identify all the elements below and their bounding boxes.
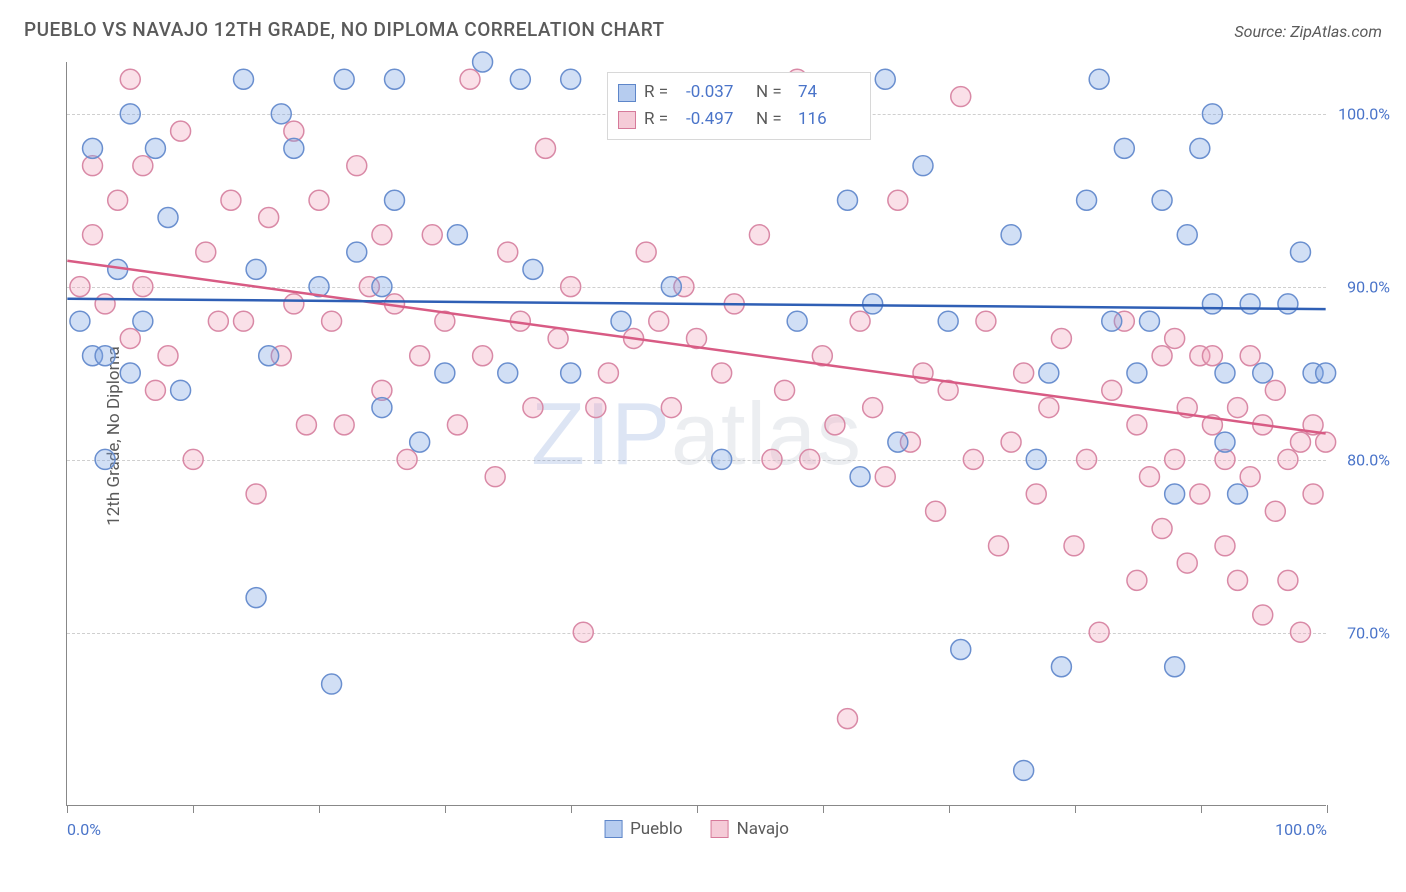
stats-row: R = -0.037 N = 74 bbox=[618, 79, 860, 106]
legend-label: Pueblo bbox=[630, 819, 683, 839]
legend-swatch bbox=[604, 820, 622, 838]
x-tick bbox=[445, 805, 446, 813]
x-tick-label: 0.0% bbox=[67, 820, 101, 839]
plot-area: ZIPatlas 70.0%80.0%90.0%100.0% 0.0%100.0… bbox=[66, 62, 1326, 806]
y-tick-label: 70.0% bbox=[1347, 623, 1390, 642]
legend-swatch bbox=[618, 111, 636, 129]
y-tick-label: 90.0% bbox=[1347, 277, 1390, 296]
stat-value: 116 bbox=[798, 106, 860, 133]
y-tick-label: 100.0% bbox=[1338, 104, 1390, 123]
legend-item: Pueblo bbox=[604, 819, 683, 839]
x-tick bbox=[1201, 805, 1202, 813]
regression-line bbox=[67, 299, 1325, 309]
x-tick-label: 100.0% bbox=[1275, 820, 1327, 839]
x-tick bbox=[193, 805, 194, 813]
x-tick bbox=[319, 805, 320, 813]
regression-lines bbox=[67, 62, 1326, 805]
stat-label: R = bbox=[644, 106, 678, 133]
x-tick bbox=[823, 805, 824, 813]
chart-title: PUEBLO VS NAVAJO 12TH GRADE, NO DIPLOMA … bbox=[24, 18, 665, 41]
stat-value: -0.037 bbox=[686, 79, 748, 106]
source-label: Source: ZipAtlas.com bbox=[1234, 22, 1382, 41]
stat-value: 74 bbox=[798, 79, 860, 106]
x-tick bbox=[67, 805, 68, 813]
regression-line bbox=[67, 261, 1325, 434]
legend-label: Navajo bbox=[737, 819, 789, 839]
x-tick bbox=[1327, 805, 1328, 813]
stat-label: N = bbox=[756, 106, 790, 133]
legend-item: Navajo bbox=[711, 819, 789, 839]
series-legend: Pueblo Navajo bbox=[604, 819, 789, 839]
legend-swatch bbox=[618, 84, 636, 102]
stat-value: -0.497 bbox=[686, 106, 748, 133]
x-tick bbox=[697, 805, 698, 813]
legend-swatch bbox=[711, 820, 729, 838]
chart-container: 12th Grade, No Diploma ZIPatlas 70.0%80.… bbox=[60, 56, 1390, 816]
stats-legend: R = -0.037 N = 74 R = -0.497 N = 116 bbox=[607, 72, 871, 140]
stats-row: R = -0.497 N = 116 bbox=[618, 106, 860, 133]
stat-label: R = bbox=[644, 79, 678, 106]
y-tick-label: 80.0% bbox=[1347, 450, 1390, 469]
x-tick bbox=[1075, 805, 1076, 813]
stat-label: N = bbox=[756, 79, 790, 106]
x-tick bbox=[949, 805, 950, 813]
x-tick bbox=[571, 805, 572, 813]
